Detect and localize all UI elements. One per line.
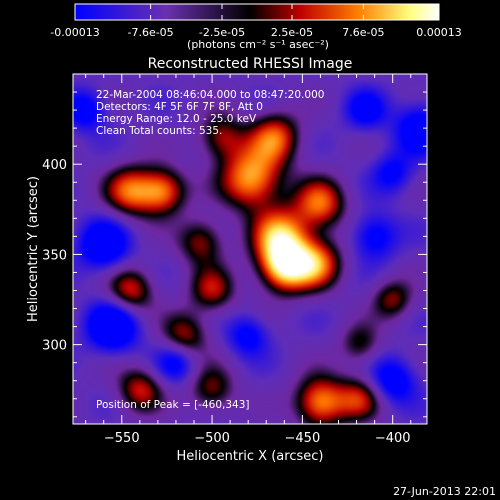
colorbar-tick-label: 0.00013 — [416, 26, 462, 39]
colorbar — [74, 3, 440, 21]
annotation-line: 22-Mar-2004 08:46:04.000 to 08:47:20.000 — [96, 89, 324, 101]
colorbar-tick-label: 7.6e-05 — [342, 26, 384, 39]
colorbar-tick-label: -0.00013 — [50, 26, 99, 39]
heatmap-image — [73, 74, 427, 424]
x-tick-label: −400 — [375, 431, 411, 446]
y-tick-label: 300 — [42, 339, 67, 354]
x-tick-label: −450 — [285, 431, 321, 446]
colorbar-units: (photons cm⁻² s⁻¹ asec⁻²) — [187, 38, 329, 51]
annotation-line: Detectors: 4F 5F 6F 7F 8F, Att 0 — [96, 101, 263, 113]
x-tick-label: −500 — [194, 431, 230, 446]
colorbar-ticks: -0.00013 -7.6e-05 -2.5e-05 2.5e-05 7.6e-05 0.… — [50, 4, 462, 39]
y-tick-label: 400 — [42, 158, 67, 173]
x-axis-label: Heliocentric X (arcsec) — [177, 449, 324, 464]
plot-frame — [72, 73, 428, 425]
colorbar-tick-label: -7.6e-05 — [127, 26, 173, 39]
colorbar-tick-label: 2.5e-05 — [271, 26, 313, 39]
footer-date: 27-Jun-2013 22:01 — [393, 485, 496, 498]
peak-position-label: Position of Peak = [-460,343] — [96, 399, 250, 411]
annotation-line: Energy Range: 12.0 - 25.0 keV — [96, 113, 257, 125]
axis-ticks: −550 −500 −450 −400 300 350 400 — [42, 73, 427, 446]
chart-title: Reconstructed RHESSI Image — [148, 56, 353, 72]
y-axis-label: Heliocentric Y (arcsec) — [26, 176, 41, 322]
colorbar-tick-label: -2.5e-05 — [199, 26, 245, 39]
y-tick-label: 350 — [42, 248, 67, 263]
x-tick-label: −550 — [104, 431, 140, 446]
annotation-line: Clean Total counts: 535. — [96, 125, 222, 137]
annotations: 22-Mar-2004 08:46:04.000 to 08:47:20.000… — [96, 89, 324, 411]
